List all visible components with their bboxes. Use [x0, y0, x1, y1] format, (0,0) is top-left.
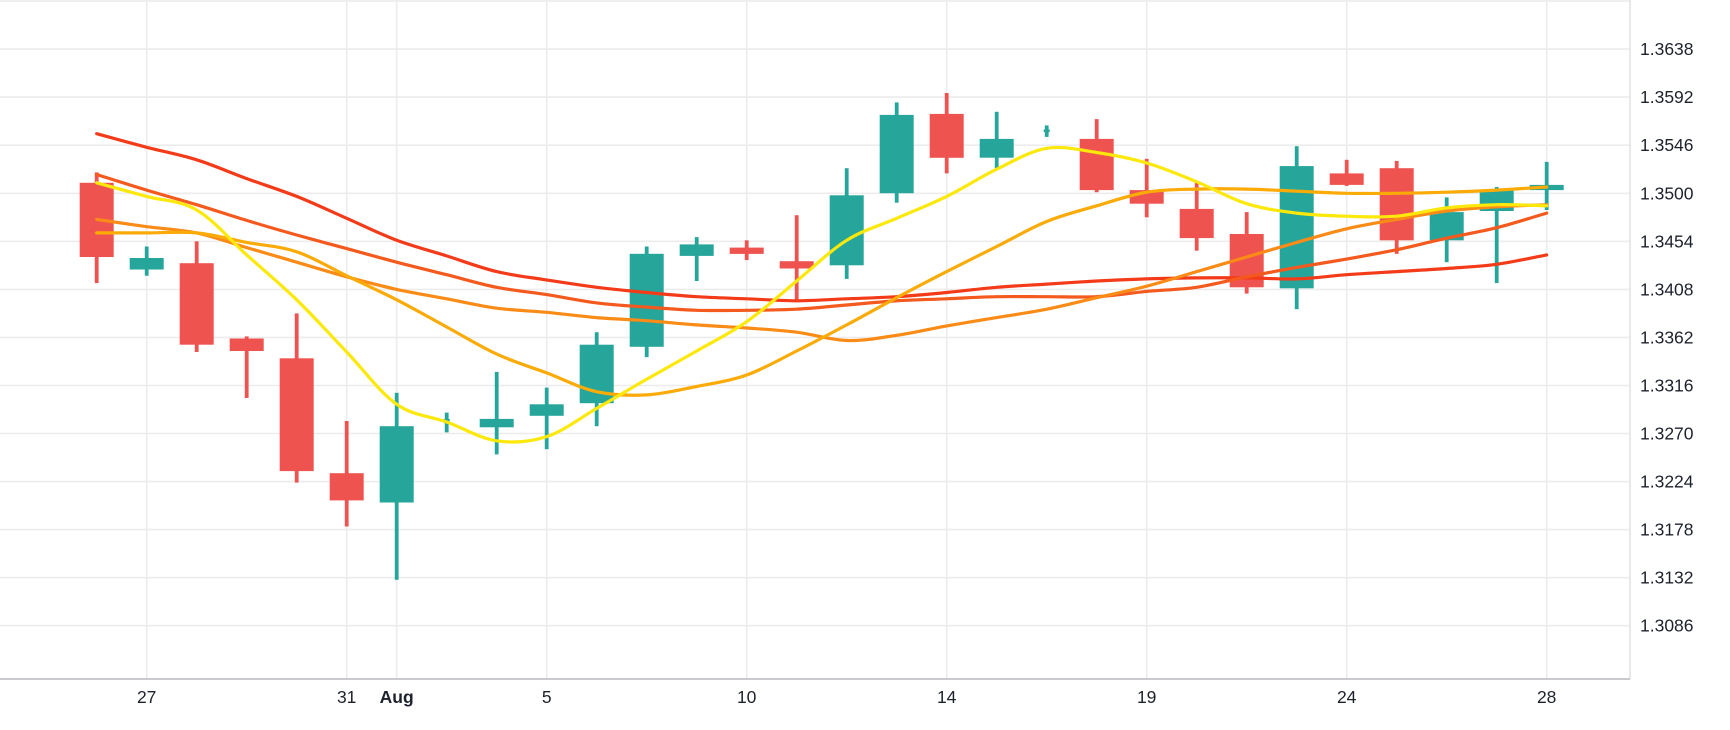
candle: [129, 246, 164, 276]
time-axis[interactable]: 27 31 Aug 5 10 14 19 24 28: [137, 687, 1556, 707]
candle-body: [729, 247, 764, 254]
candle: [1179, 182, 1214, 251]
candle-body: [779, 261, 814, 269]
x-axis-label: 19: [1137, 687, 1156, 707]
x-axis-label: 10: [737, 687, 757, 707]
candle: [679, 237, 714, 281]
candle-wick: [1144, 158, 1149, 218]
y-axis-label: 1.3500: [1640, 183, 1694, 203]
candle-body: [1179, 208, 1214, 239]
candle-wick: [1494, 187, 1499, 284]
y-axis-label: 1.3546: [1640, 135, 1694, 155]
candle-wick: [494, 371, 499, 455]
candle: [379, 392, 414, 580]
candle: [829, 168, 864, 279]
x-axis-label: 24: [1337, 687, 1357, 707]
candle: [929, 93, 964, 174]
y-axis-label: 1.3408: [1640, 279, 1694, 299]
y-axis-label: 1.3178: [1640, 520, 1694, 540]
y-axis-label: 1.3454: [1640, 231, 1694, 251]
candle: [529, 387, 564, 450]
candle-wick: [544, 387, 549, 450]
candle-body: [1329, 173, 1364, 185]
candle: [1043, 125, 1050, 137]
candle: [229, 336, 264, 398]
candle-wick: [244, 336, 249, 398]
candle-body: [229, 338, 264, 351]
candle-body: [479, 418, 514, 428]
ma-slowest-red: [95, 132, 1549, 303]
y-axis-label: 1.3362: [1640, 327, 1694, 347]
chart-plot-area[interactable]: [79, 93, 1564, 580]
candle: [1379, 160, 1414, 254]
candle-body: [929, 113, 964, 158]
ma-fast-amber: [95, 185, 1549, 397]
moving-average-lines: [95, 132, 1549, 444]
grid-lines: [0, 0, 1631, 680]
y-axis-label: 1.3086: [1640, 616, 1694, 636]
candle: [979, 111, 1014, 169]
y-axis-label: 1.3132: [1640, 568, 1694, 588]
candle: [1079, 119, 1114, 193]
candle-body: [379, 426, 414, 503]
candle-body: [1079, 138, 1114, 191]
candle-body: [829, 195, 864, 266]
ma-slow-orangered: [95, 172, 1549, 313]
candle-body: [529, 404, 564, 416]
x-axis-label: 27: [137, 687, 156, 707]
candle: [779, 215, 814, 300]
y-axis-label: 1.3224: [1640, 472, 1694, 492]
x-axis-label: Aug: [380, 687, 414, 707]
y-axis-label: 1.3638: [1640, 39, 1694, 59]
y-axis-label: 1.3316: [1640, 376, 1694, 396]
ma-mid-orange: [95, 203, 1549, 343]
candle-wick: [694, 237, 699, 281]
candle-body: [179, 263, 214, 345]
candle: [729, 240, 764, 261]
ma-fastest-yellow: [95, 145, 1549, 444]
candle: [79, 172, 114, 284]
candle-wick: [794, 215, 799, 300]
candle-body: [629, 253, 664, 347]
candle: [329, 421, 364, 527]
candle: [279, 313, 314, 483]
candle: [479, 371, 514, 455]
candle-body: [329, 473, 364, 501]
candle: [579, 332, 614, 427]
x-axis-label: 14: [937, 687, 957, 707]
candle: [879, 102, 914, 203]
candle: [1279, 146, 1314, 310]
candle-body: [279, 358, 314, 472]
price-axis[interactable]: 1.3638 1.3592 1.3546 1.3500 1.3454 1.3408 1.33…: [1640, 39, 1694, 636]
candle: [1479, 187, 1514, 284]
candle: [179, 241, 214, 352]
x-axis-label: 31: [337, 687, 356, 707]
candle-wick: [1344, 159, 1349, 186]
candle-body: [979, 138, 1014, 158]
candle: [1329, 159, 1364, 186]
y-axis-label: 1.3592: [1640, 87, 1694, 107]
candle: [629, 246, 664, 358]
candle-body: [129, 258, 164, 270]
y-axis-label: 1.3270: [1640, 424, 1694, 444]
candle-body: [1379, 168, 1414, 241]
candle-body: [1043, 129, 1050, 132]
candle-body: [679, 244, 714, 256]
x-axis-label: 28: [1537, 687, 1556, 707]
candle-body: [879, 114, 914, 194]
x-axis-label: 5: [542, 687, 552, 707]
